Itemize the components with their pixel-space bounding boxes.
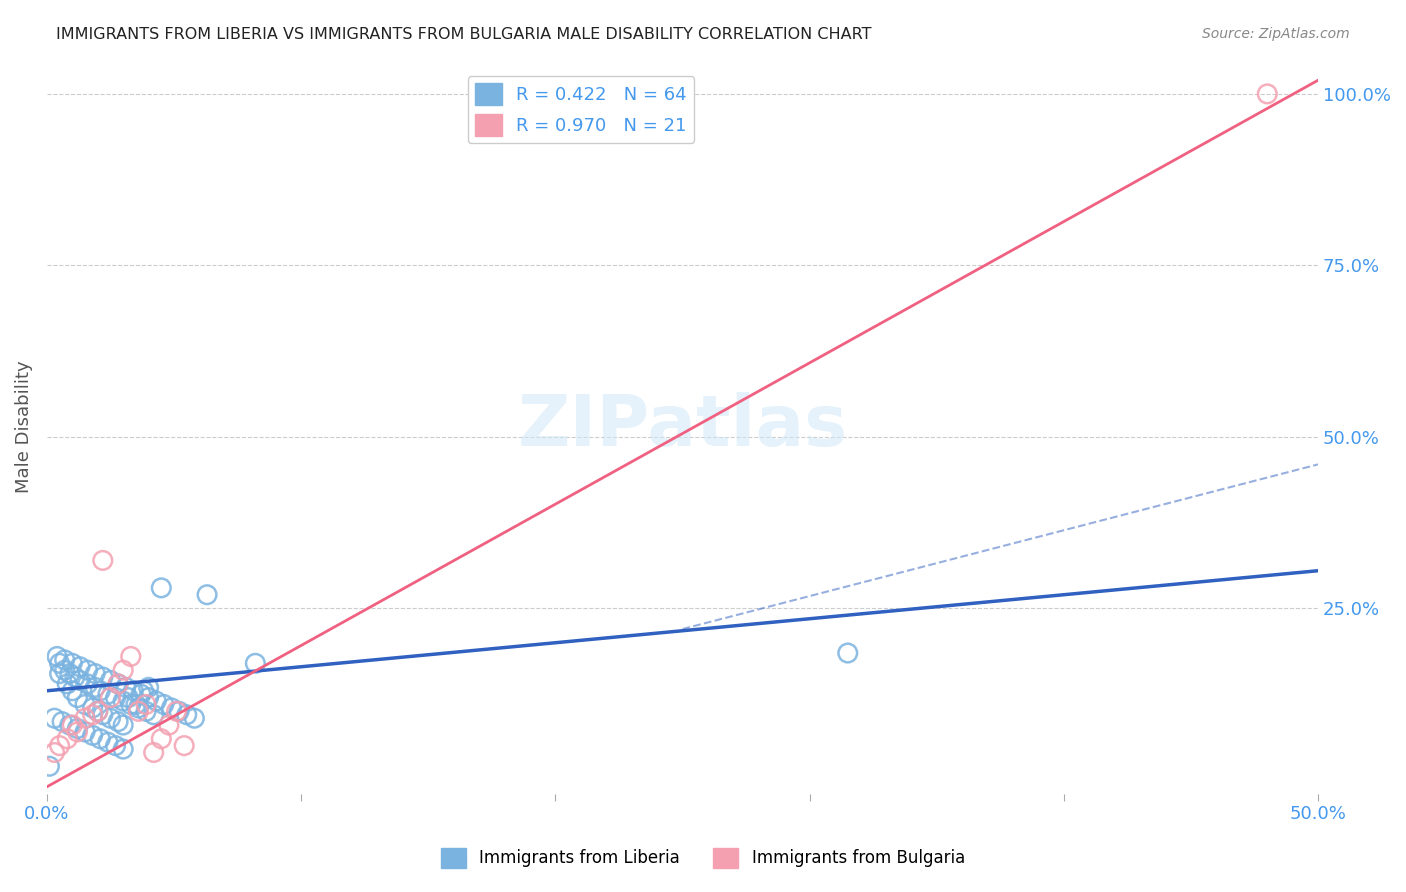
Point [1256,87,1278,101]
Point [60,718,83,732]
Point [44,711,66,725]
Point [100,690,122,705]
Point [48,666,70,681]
Point [51,714,73,729]
Point [107,714,129,729]
Y-axis label: Male Disability: Male Disability [15,360,32,493]
Point [132,683,155,698]
Point [150,581,173,595]
Point [167,704,190,718]
Point [114,681,136,695]
Point [100,673,122,688]
Text: Source: ZipAtlas.com: Source: ZipAtlas.com [1202,27,1350,41]
Point [173,739,195,753]
Point [120,649,142,664]
Point [66,722,89,736]
Point [135,698,157,712]
Point [56,731,79,746]
Point [138,690,160,705]
Point [53,663,76,677]
Point [107,677,129,691]
Point [160,701,183,715]
Point [59,718,82,732]
Point [150,731,173,746]
Point [183,711,205,725]
Point [69,659,91,673]
Point [245,657,267,671]
Point [127,704,149,718]
Point [122,683,145,698]
Point [84,666,107,681]
Point [112,663,135,677]
Point [107,677,129,691]
Point [73,725,96,739]
Point [104,690,127,705]
Point [112,742,135,756]
Point [176,707,198,722]
Point [142,746,165,760]
Point [60,657,83,671]
Point [87,704,110,718]
Point [100,711,122,725]
Point [138,681,160,695]
Point [44,746,66,760]
Point [60,683,83,698]
Point [38,759,60,773]
Point [97,687,120,701]
Text: IMMIGRANTS FROM LIBERIA VS IMMIGRANTS FROM BULGARIA MALE DISABILITY CORRELATION : IMMIGRANTS FROM LIBERIA VS IMMIGRANTS FR… [56,27,872,42]
Point [89,731,111,746]
Point [87,704,110,718]
Point [157,718,180,732]
Point [112,694,135,708]
Point [104,739,127,753]
Point [76,677,98,691]
Point [125,698,148,712]
Point [129,687,152,701]
Point [97,735,120,749]
Point [91,553,114,567]
Point [48,657,70,671]
Point [112,718,135,732]
Point [195,588,218,602]
Point [63,670,86,684]
Point [84,681,107,695]
Legend: Immigrants from Liberia, Immigrants from Bulgaria: Immigrants from Liberia, Immigrants from… [434,841,972,875]
Point [56,677,79,691]
Point [135,704,157,718]
Point [89,683,111,698]
Point [46,649,69,664]
Point [166,704,188,718]
Point [82,707,104,722]
Point [66,690,89,705]
Point [117,690,139,705]
Point [145,694,167,708]
Point [837,646,859,660]
Point [53,653,76,667]
Point [69,673,91,688]
Text: ZIPatlas: ZIPatlas [517,392,848,461]
Point [91,707,114,722]
Point [73,698,96,712]
Point [76,663,98,677]
Point [59,666,82,681]
Point [82,728,104,742]
Point [66,725,89,739]
Point [142,707,165,722]
Legend: R = 0.422   N = 64, R = 0.970   N = 21: R = 0.422 N = 64, R = 0.970 N = 21 [468,76,695,144]
Point [82,701,104,715]
Point [153,698,176,712]
Point [48,739,70,753]
Point [120,698,142,712]
Point [91,670,114,684]
Point [73,711,96,725]
Point [127,701,149,715]
